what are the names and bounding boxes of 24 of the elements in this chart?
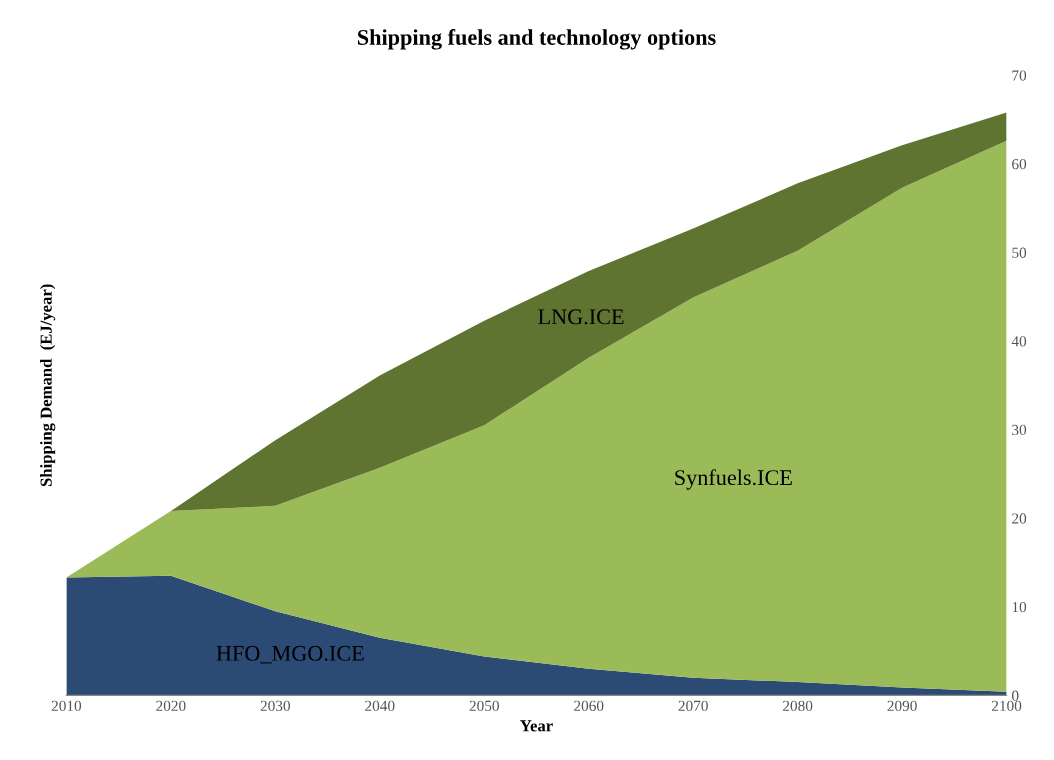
- x-tick-label: 2040: [365, 700, 395, 712]
- x-tick-label: 2030: [260, 700, 291, 712]
- y-tick-label: 20: [1012, 513, 1027, 524]
- x-axis-title: Year: [520, 720, 553, 732]
- x-tick-label: 2050: [469, 700, 499, 712]
- y-tick-label: 40: [1011, 336, 1027, 347]
- y-tick-label: 50: [1012, 247, 1027, 258]
- chart-title: Shipping fuels and technology options: [357, 29, 716, 50]
- x-tick-label: 2090: [887, 700, 917, 712]
- x-tick-label: 2010: [51, 700, 82, 712]
- y-tick-label: 30: [1012, 424, 1027, 436]
- x-tick-label: 2080: [783, 700, 813, 712]
- y-axis-title: Shipping Demand (EJ/year): [40, 284, 56, 487]
- x-tick-label: 2100: [991, 700, 1022, 712]
- x-tick-label: 2060: [574, 700, 604, 712]
- series-label: HFO_MGO.ICE: [216, 645, 364, 664]
- y-tick-label: 70: [1012, 70, 1027, 81]
- y-tick-label: 60: [1012, 158, 1027, 170]
- series-label: LNG.ICE: [538, 309, 624, 325]
- x-tick-label: 2020: [156, 700, 186, 712]
- series-label: Synfuels.ICE: [675, 469, 792, 490]
- x-tick-label: 2070: [678, 700, 708, 712]
- y-tick-label: 0: [1012, 690, 1019, 701]
- y-tick-label: 10: [1012, 601, 1027, 613]
